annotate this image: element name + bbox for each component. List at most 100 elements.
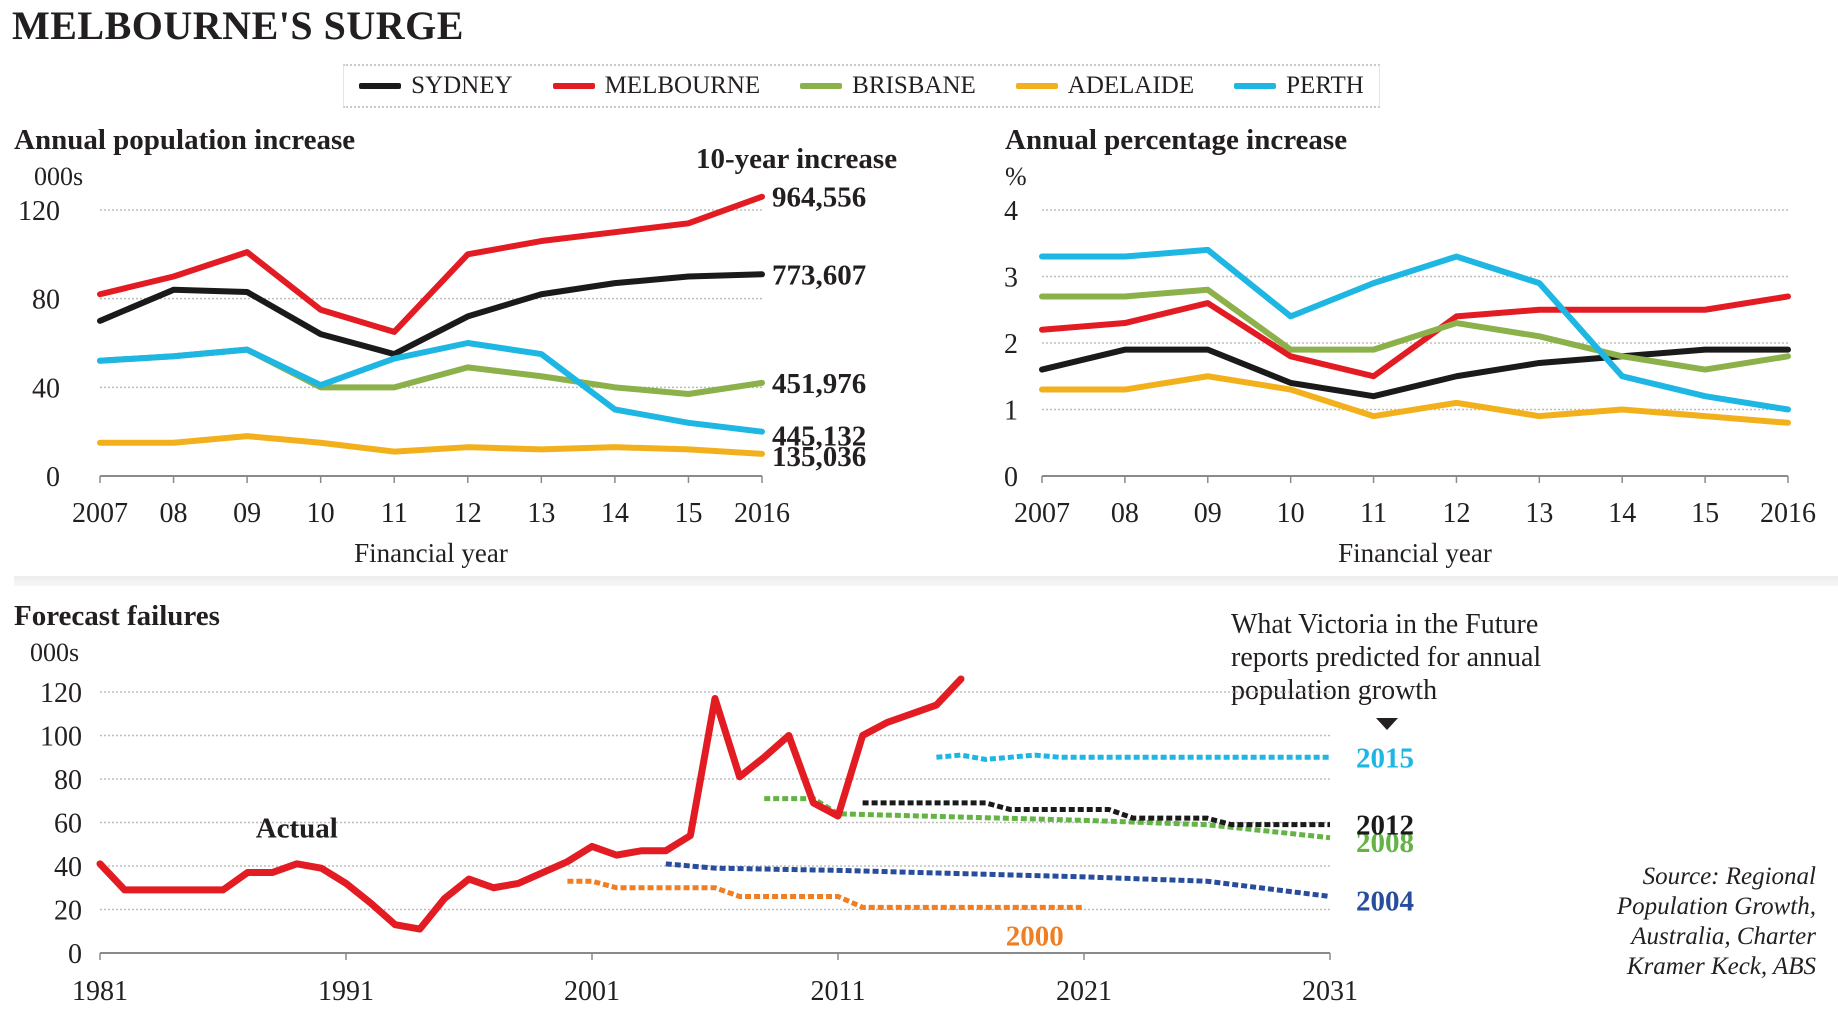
- pointer-arrow-icon: [1376, 718, 1398, 730]
- forecast-line-2008: [764, 796, 1331, 841]
- x-tick-label: 11: [381, 498, 408, 529]
- unit-label-percentage: %: [1005, 162, 1027, 191]
- legend: SYDNEY MELBOURNE BRISBANE ADELAIDE PERTH: [343, 64, 1380, 108]
- x-tick-label: 2007: [72, 498, 128, 529]
- x-tick-label: 2007: [1014, 498, 1070, 529]
- series-line-adelaide: [1039, 373, 1791, 426]
- x-tick-label: 14: [1608, 498, 1636, 529]
- x-tick-label: 11: [1360, 498, 1387, 529]
- legend-swatch-melbourne: [552, 83, 595, 89]
- y-tick-label: 20: [54, 896, 82, 927]
- series-line-melbourne: [1039, 293, 1791, 380]
- y-tick-label: 100: [40, 722, 82, 753]
- legend-label: PERTH: [1286, 72, 1364, 99]
- x-tick-label: 2016: [1760, 498, 1816, 529]
- x-tick-label: 10: [307, 498, 335, 529]
- legend-item-melbourne: MELBOURNE: [552, 72, 761, 100]
- page-title: MELBOURNE'S SURGE: [12, 3, 464, 48]
- x-tick-label: 09: [233, 498, 261, 529]
- legend-item-perth: PERTH: [1234, 72, 1364, 100]
- chart-forecast-failures: 0 20 40 60 80 100 120 1981 1991 2001 2011 2021 2031 A…: [40, 675, 1414, 1007]
- legend-item-brisbane: BRISBANE: [800, 72, 976, 100]
- chart-annual-population-increase: 0 40 80 120 2007 08 09 10 11 12 13 14 15 2016 Financia…: [18, 182, 866, 568]
- x-tick-label: 1991: [318, 976, 374, 1007]
- x-tick-label: 15: [1691, 498, 1719, 529]
- x-tick-label: 15: [674, 498, 702, 529]
- y-tick-label: 40: [32, 373, 60, 404]
- y-tick-label: 3: [1004, 263, 1018, 294]
- x-tick-label: 14: [601, 498, 629, 529]
- x-tick-label: 13: [527, 498, 555, 529]
- actual-label: Actual: [256, 813, 338, 845]
- x-tick-label: 2021: [1056, 976, 1112, 1007]
- x-tick-label: 12: [1442, 498, 1470, 529]
- legend-label: ADELAIDE: [1067, 72, 1195, 99]
- y-tick-label: 2: [1004, 329, 1018, 360]
- chart-title-forecast: Forecast failures: [14, 600, 220, 632]
- forecast-line-2015: [936, 752, 1330, 762]
- unit-label-forecast: 000s: [30, 638, 80, 667]
- end-label-sydney: 773,607: [772, 259, 866, 291]
- chart-title-population: Annual population increase: [14, 124, 356, 156]
- x-tick-label: 1981: [72, 976, 128, 1007]
- x-tick-label: 13: [1525, 498, 1553, 529]
- series-line-perth: [97, 340, 765, 435]
- x-tick-label: 2016: [734, 498, 790, 529]
- end-label-melbourne: 964,556: [772, 182, 866, 214]
- y-tick-label: 80: [32, 285, 60, 316]
- forecast-annotation: What Victoria in the Future reports pred…: [1231, 609, 1542, 706]
- source-note: Source: Regional Population Growth, Aust…: [1617, 862, 1816, 982]
- forecast-label-2004: 2004: [1356, 886, 1414, 918]
- x-tick-label: 2001: [564, 976, 620, 1007]
- y-tick-label: 120: [40, 678, 82, 709]
- legend-label: MELBOURNE: [604, 72, 761, 99]
- forecast-label-2000: 2000: [1006, 921, 1064, 953]
- forecast-line-2004: [665, 861, 1331, 899]
- series-line-adelaide: [97, 433, 765, 457]
- source-line: Australia, Charter: [1631, 923, 1816, 950]
- x-tick-label: 2031: [1302, 976, 1358, 1007]
- source-line: Kramer Keck, ABS: [1626, 953, 1816, 980]
- x-tick-label: 08: [160, 498, 188, 529]
- forecast-line-2000: [567, 878, 1084, 910]
- legend-label: SYDNEY: [411, 72, 513, 99]
- legend-label: BRISBANE: [852, 72, 976, 99]
- legend-swatch-adelaide: [1015, 83, 1058, 89]
- legend-swatch-sydney: [359, 83, 402, 89]
- x-axis-title: Financial year: [1338, 538, 1492, 568]
- source-line: Source: Regional: [1642, 863, 1816, 890]
- series-line-brisbane: [1039, 286, 1791, 373]
- x-tick-label: 08: [1111, 498, 1139, 529]
- legend-swatch-perth: [1234, 83, 1277, 89]
- y-tick-label: 40: [54, 852, 82, 883]
- y-tick-label: 0: [68, 939, 82, 970]
- chart-title-percentage: Annual percentage increase: [1005, 124, 1348, 156]
- forecast-label-2015: 2015: [1356, 742, 1414, 774]
- source-line: Population Growth,: [1616, 893, 1816, 920]
- y-tick-label: 4: [1004, 196, 1018, 227]
- end-label-brisbane: 451,976: [772, 368, 866, 400]
- forecast-label-2008: 2008: [1356, 827, 1414, 859]
- series-line-melbourne: [97, 193, 765, 335]
- x-tick-label: 10: [1277, 498, 1305, 529]
- x-axis-title: Financial year: [354, 538, 508, 568]
- section-divider: [14, 576, 1838, 586]
- forecast-label-2012: 2012: [1356, 810, 1414, 842]
- x-tick-label: 09: [1194, 498, 1222, 529]
- y-tick-label: 1: [1004, 396, 1018, 427]
- legend-item-adelaide: ADELAIDE: [1015, 72, 1195, 100]
- y-tick-label: 80: [54, 765, 82, 796]
- forecast-line-2012: [862, 800, 1330, 828]
- series-line-sydney: [97, 271, 765, 358]
- x-tick-label: 2011: [811, 976, 866, 1007]
- unit-label-population: 000s: [34, 162, 84, 191]
- y-tick-label: 0: [46, 462, 60, 493]
- y-tick-label: 0: [1004, 462, 1018, 493]
- y-tick-label: 120: [18, 196, 60, 227]
- actual-line: [96, 675, 965, 933]
- x-tick-label: 12: [454, 498, 482, 529]
- series-line-sydney: [1039, 346, 1791, 400]
- series-line-perth: [1039, 246, 1791, 413]
